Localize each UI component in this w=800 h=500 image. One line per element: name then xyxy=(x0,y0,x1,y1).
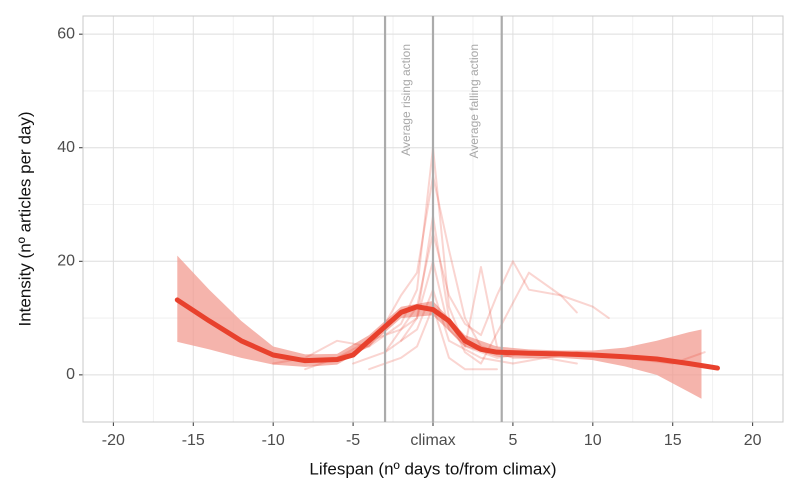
x-tick-label: -15 xyxy=(182,432,205,449)
reference-label: Average rising action xyxy=(399,44,413,156)
x-tick-label: -20 xyxy=(102,432,125,449)
x-tick-label: climax xyxy=(410,432,455,449)
x-tick-label: 10 xyxy=(584,432,602,449)
x-tick-label: 5 xyxy=(508,432,517,449)
y-axis-title: Intensity (nº articles per day) xyxy=(15,111,34,326)
series-line xyxy=(400,260,498,348)
reference-label: Average falling action xyxy=(467,44,481,159)
y-tick-label: 60 xyxy=(57,25,75,42)
y-tick-label: 20 xyxy=(57,253,75,270)
x-axis-title: Lifespan (nº days to/from climax) xyxy=(309,459,556,478)
x-tick-label: 20 xyxy=(744,432,762,449)
series-line xyxy=(272,146,530,365)
y-tick-label: 40 xyxy=(57,139,75,156)
x-tick-label: -10 xyxy=(262,432,285,449)
smooth-line xyxy=(174,297,720,371)
x-tick-label: -5 xyxy=(346,432,360,449)
y-tick-label: 0 xyxy=(66,366,75,383)
x-tick-label: 15 xyxy=(664,432,682,449)
